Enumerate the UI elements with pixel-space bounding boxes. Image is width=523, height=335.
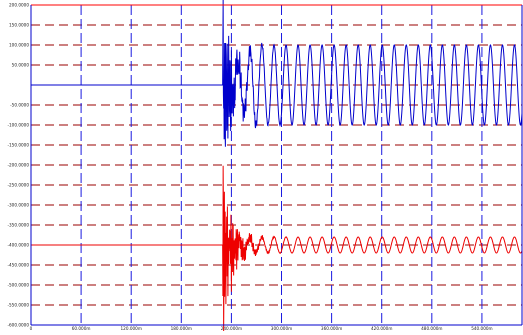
y-tick-label: -350.0000 (8, 223, 30, 228)
series-line (31, 165, 523, 333)
y-tick-label: 100.0000 (9, 43, 29, 48)
x-tick-label: 240.000m (221, 326, 242, 331)
y-tick-labels: 200.0000 150.0000 100.0000 50.0000 -50.0000 -… (8, 3, 30, 328)
series-group (31, 0, 523, 333)
x-tick-label: 120.000m (121, 326, 142, 331)
x-tick-label: 60.000m (72, 326, 91, 331)
y-tick-label: -400.0000 (8, 243, 30, 248)
y-tick-label: -250.0000 (8, 183, 30, 188)
y-tick-label: -50.0000 (10, 103, 29, 108)
y-tick-label: -550.0000 (8, 303, 30, 308)
y-tick-label: 50.0000 (12, 63, 30, 68)
x-tick-labels: 0 60.000m 120.000m 180.000m 240.000m 300.000m… (30, 326, 493, 331)
plot-frame (30, 4, 523, 326)
y-tick-label: 200.0000 (9, 3, 29, 8)
x-tick-label: 180.000m (171, 326, 192, 331)
x-tick-label: 480.000m (421, 326, 442, 331)
x-tick-label: 300.000m (271, 326, 292, 331)
y-tick-label: -200.0000 (8, 163, 30, 168)
x-tick-label: 420.000m (371, 326, 392, 331)
series-line (31, 0, 523, 147)
y-tick-label: -300.0000 (8, 203, 30, 208)
y-tick-label: -100.0000 (8, 123, 30, 128)
y-tick-label: -150.0000 (8, 143, 30, 148)
y-tick-label: 150.0000 (9, 23, 29, 28)
x-tick-label: 540.000m (471, 326, 492, 331)
x-tick-label: 360.000m (321, 326, 342, 331)
y-tick-label: -600.0000 (8, 323, 30, 328)
y-tick-label: -500.0000 (8, 283, 30, 288)
y-tick-label: -450.0000 (8, 263, 30, 268)
x-tick-label: 0 (30, 326, 33, 331)
